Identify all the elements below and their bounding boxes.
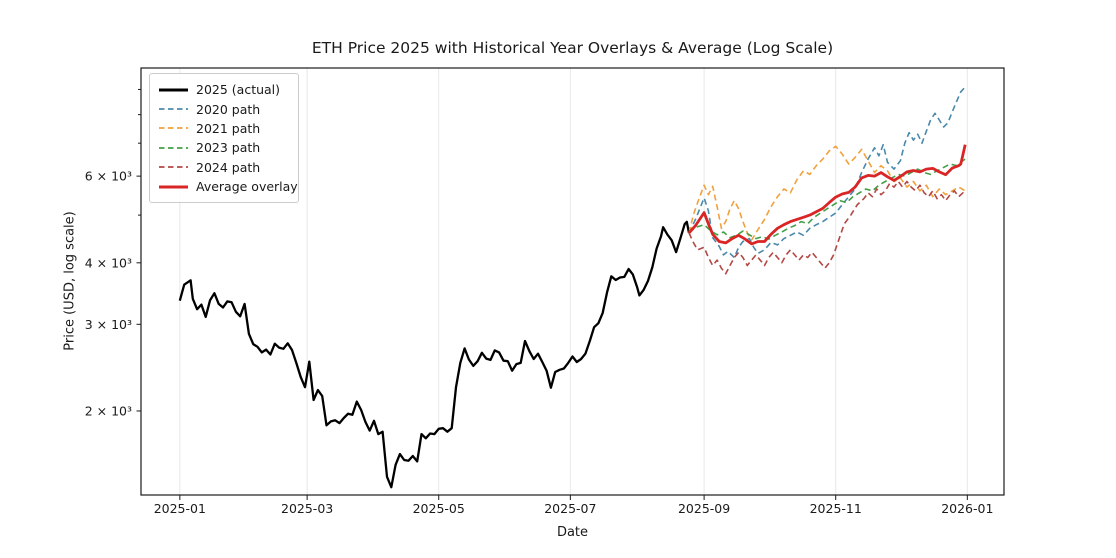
legend-item-average-overlay: Average overlay: [159, 177, 298, 196]
series-line-2024-path: [688, 180, 966, 275]
legend-swatch-line: [159, 166, 188, 169]
y-tick-label: 4 × 10³: [85, 255, 132, 270]
legend-item-2025-actual: 2025 (actual): [159, 80, 290, 99]
legend-label: Average overlay: [196, 179, 298, 195]
x-tick-label: 2025-03: [281, 501, 333, 516]
legend-label: 2024 path: [196, 159, 261, 175]
x-tick-label: 2025-07: [544, 501, 596, 516]
legend-label: 2020 path: [196, 101, 261, 117]
legend-swatch-line: [159, 127, 188, 130]
series-line-2020-path: [688, 86, 966, 259]
legend-item-2024-path: 2024 path: [159, 158, 290, 177]
x-tick-label: 2025-09: [678, 501, 730, 516]
x-tick-label: 2025-11: [810, 501, 862, 516]
y-tick-label: 2 × 10³: [85, 403, 132, 418]
x-axis-label: Date: [556, 525, 589, 540]
x-tick-label: 2026-01: [941, 501, 993, 516]
legend-item-2023-path: 2023 path: [159, 138, 290, 157]
legend-swatch-line: [159, 88, 188, 92]
series-line-2021-path: [688, 145, 966, 241]
series-line-2025-actual: [178, 220, 691, 489]
legend-label: 2023 path: [196, 140, 261, 156]
series-line-average-overlay: [687, 144, 967, 246]
legend-swatch-line: [159, 185, 188, 189]
legend-label: 2021 path: [196, 120, 261, 136]
plot-border: [140, 67, 1005, 496]
legend-item-2020-path: 2020 path: [159, 99, 290, 118]
y-tick-label: 6 × 10³: [85, 169, 132, 184]
legend-item-2021-path: 2021 path: [159, 119, 290, 138]
legend-label: 2025 (actual): [196, 82, 281, 98]
x-tick-label: 2025-05: [413, 501, 465, 516]
y-tick-label: 3 × 10³: [85, 317, 132, 332]
y-axis-label: Price (USD, log scale): [62, 211, 78, 351]
legend: 2025 (actual) 2020 path 2021 path 2023 path…: [149, 73, 299, 204]
chart-title: ETH Price 2025 with Historical Year Over…: [311, 39, 834, 57]
legend-swatch-line: [159, 108, 188, 110]
legend-swatch-line: [159, 147, 188, 149]
x-tick-label: 2025-01: [154, 501, 206, 516]
